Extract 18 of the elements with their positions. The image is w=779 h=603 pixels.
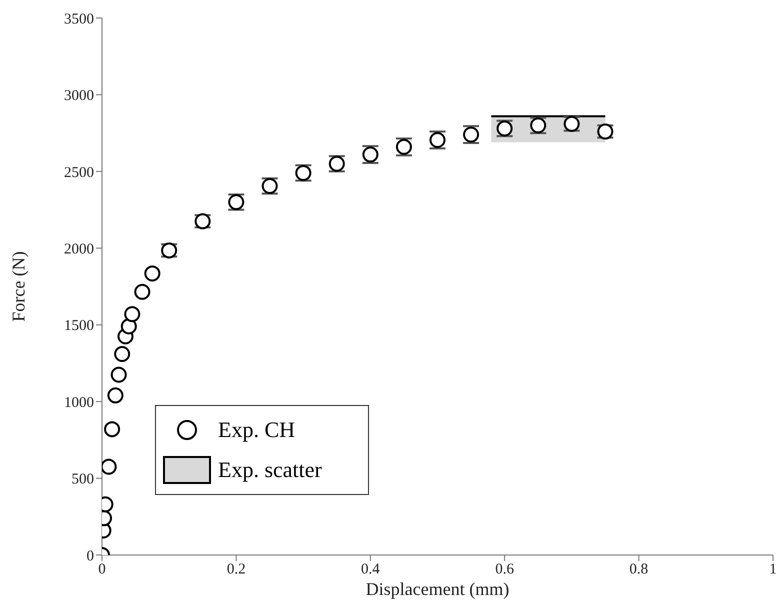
- x-tick-label: 0: [98, 562, 106, 578]
- y-tick-label: 500: [72, 472, 94, 488]
- y-tick-label: 3500: [64, 11, 94, 28]
- y-axis-title: Force (N): [8, 251, 28, 322]
- x-tick-label: 0.6: [495, 562, 514, 578]
- y-tick-label: 2000: [64, 241, 94, 258]
- y-tick-label: 3000: [64, 88, 94, 104]
- x-axis-title: Displacement (mm): [366, 579, 510, 599]
- x-tick-label: 0.8: [629, 562, 648, 578]
- legend-label: Exp. scatter: [218, 457, 322, 483]
- y-tick-label: 2500: [64, 164, 94, 181]
- x-tick-label: 1: [769, 562, 777, 578]
- x-tick-label: 0.4: [361, 562, 380, 578]
- y-tick-label: 1500: [64, 318, 94, 334]
- y-tick-label: 1000: [64, 394, 94, 411]
- legend-label: Exp. CH: [218, 417, 295, 443]
- x-tick-label: 0.2: [226, 562, 246, 578]
- y-tick-label: 0: [86, 548, 94, 564]
